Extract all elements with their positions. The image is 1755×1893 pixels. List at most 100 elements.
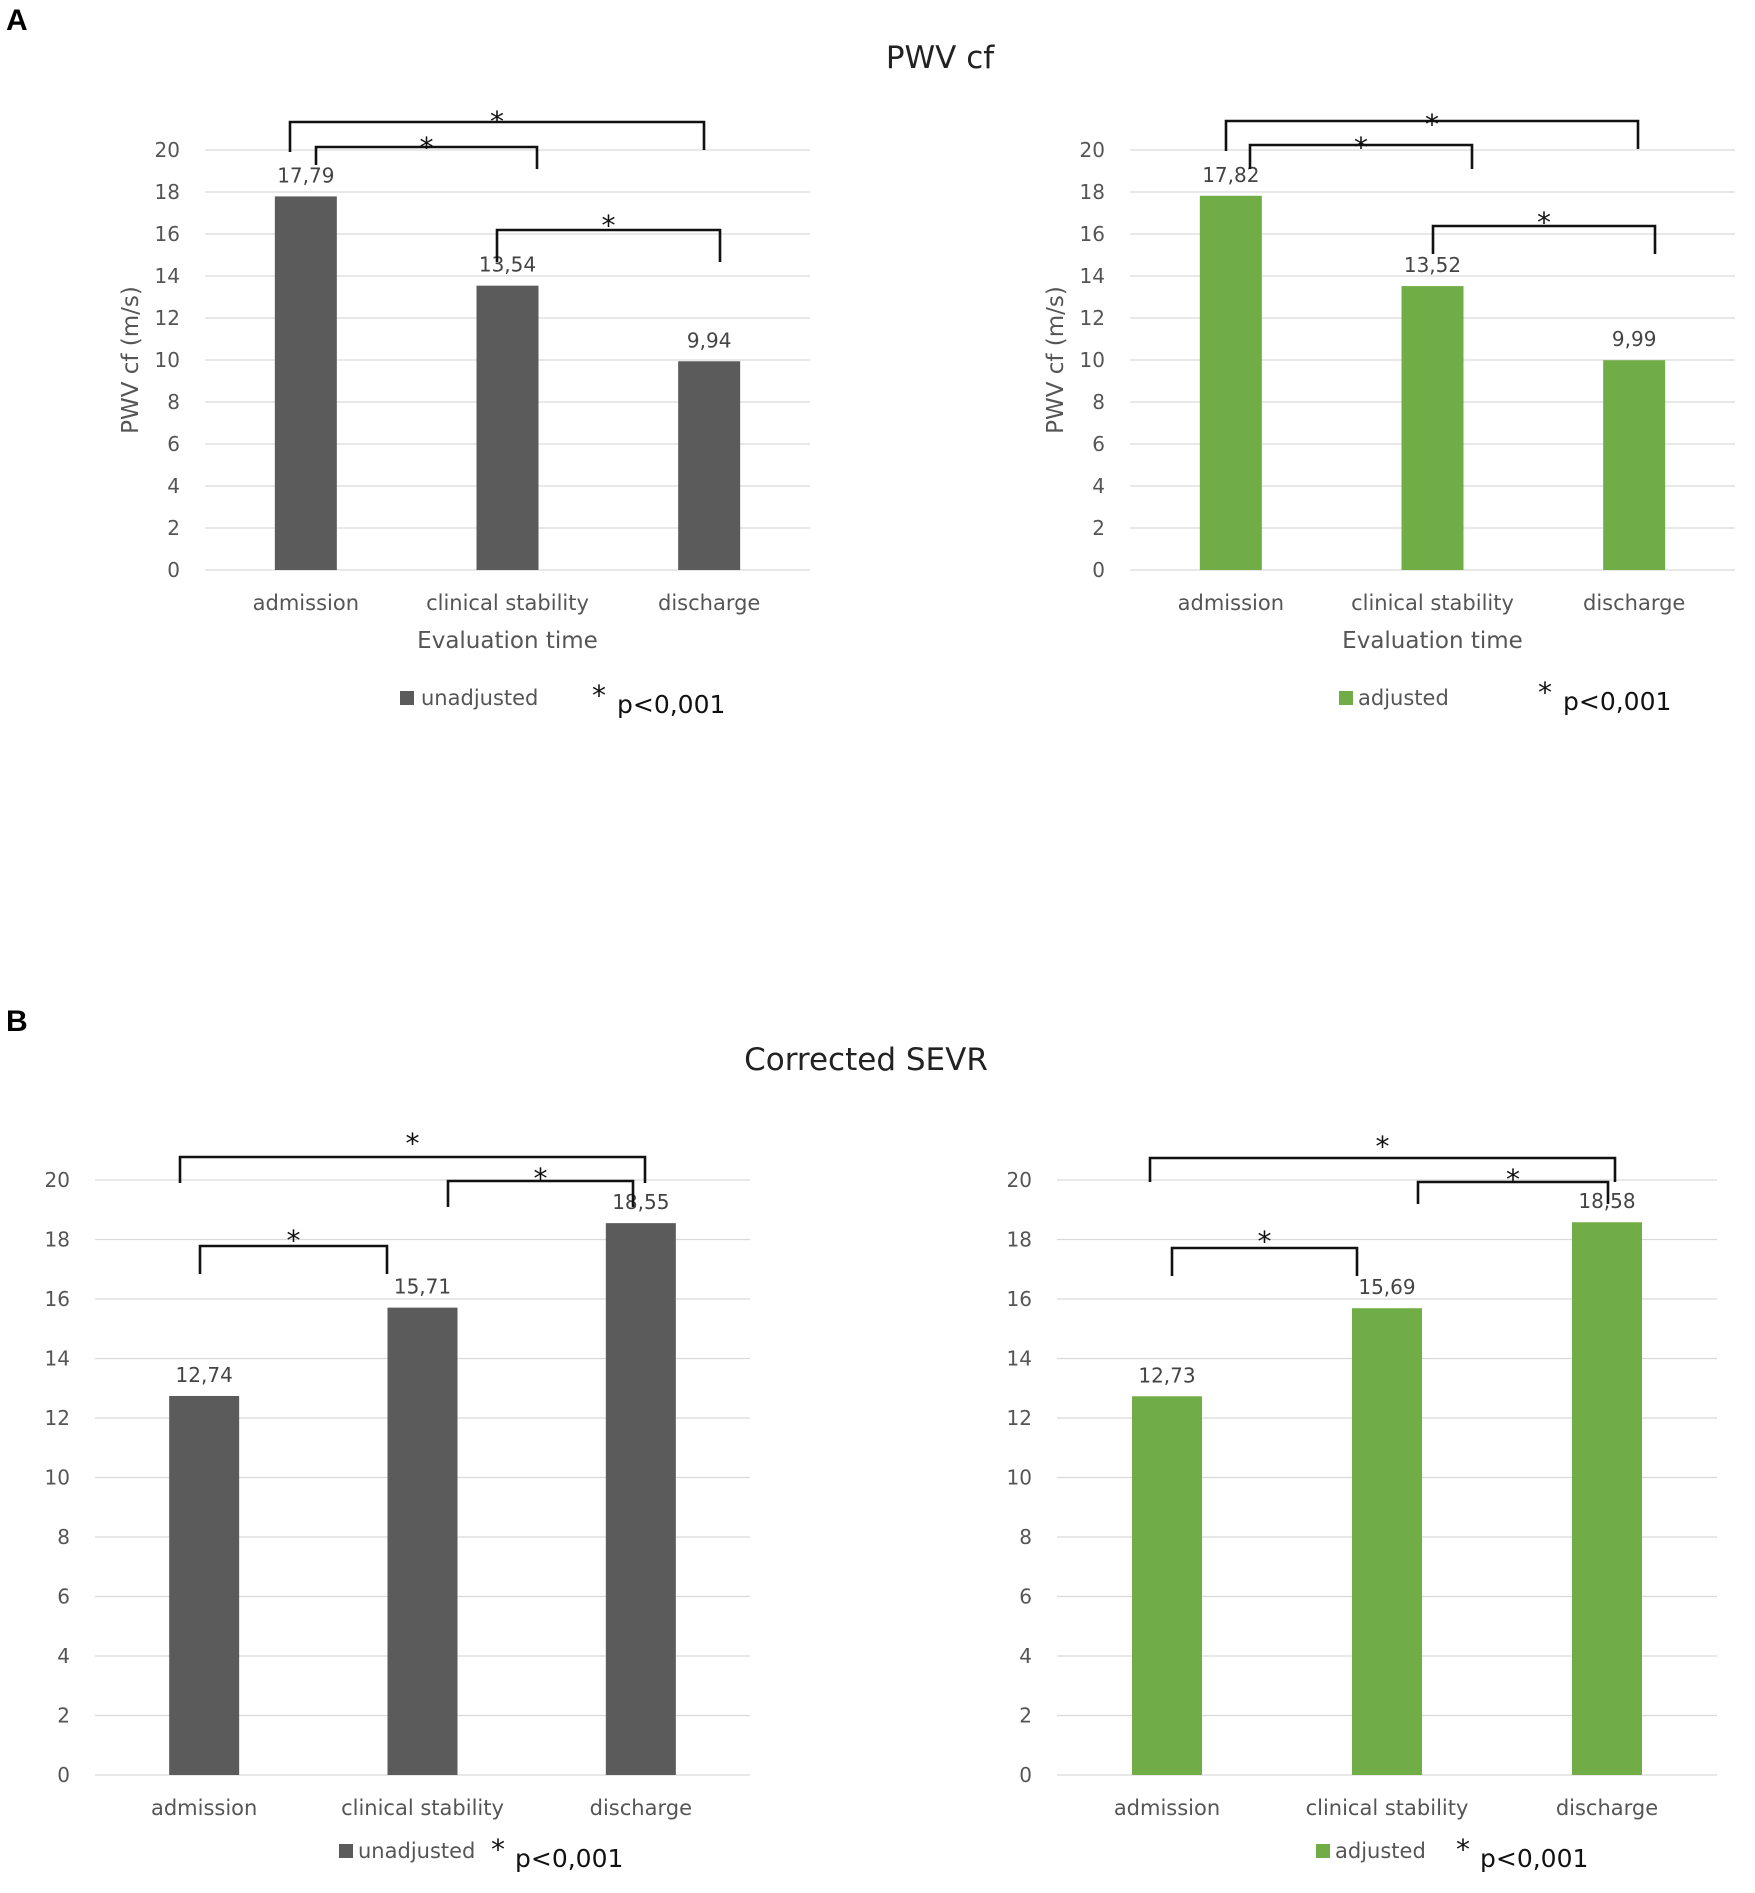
chart-3-legend-swatch [339, 1844, 353, 1858]
chart-4-y-tick-label: 18 [1007, 1228, 1032, 1252]
chart-3-significance-star-1: * [406, 1127, 420, 1160]
chart-1-category-label-3: discharge [658, 591, 760, 615]
chart-2-significance-bracket-1 [1224, 119, 1640, 151]
chart-1-y-tick-label: 6 [167, 432, 180, 456]
chart-1-legend-star: * [592, 679, 606, 712]
chart-4-y-tick-label: 10 [1007, 1466, 1032, 1490]
chart-2-significance-bracket-3 [1431, 224, 1657, 254]
chart-1-significance-bracket-2 [314, 145, 539, 169]
chart-3-y-tick-label: 14 [45, 1347, 70, 1371]
chart-2-legend-label: adjusted [1358, 686, 1449, 710]
panel-title-a: PWV cf [886, 40, 995, 76]
chart-1-y-tick-label: 14 [155, 264, 180, 288]
chart-4-bar-1 [1132, 1396, 1202, 1775]
chart-2-y-tick-label: 0 [1092, 558, 1105, 582]
chart-4-data-label-2: 15,69 [1358, 1275, 1415, 1299]
chart-3-category-label-1: admission [151, 1796, 257, 1820]
chart-3-significance-star-2: * [534, 1162, 548, 1195]
chart-2-significance-star-3: * [1537, 206, 1551, 239]
chart-1-legend-swatch [400, 691, 414, 705]
chart-4-legend-swatch [1316, 1844, 1330, 1858]
chart-4-bar-3 [1572, 1222, 1642, 1775]
chart-3-y-tick-label: 4 [57, 1644, 70, 1668]
chart-2-bar-2 [1401, 286, 1464, 570]
chart-2-data-label-3: 9,99 [1612, 327, 1657, 351]
chart-2-data-label-2: 13,52 [1404, 253, 1461, 277]
chart-2-y-axis-title: PWV cf (m/s) [1043, 286, 1069, 434]
charts-layer: 0246810121416182017,79admission13,54clin… [45, 105, 1735, 1873]
chart-1-x-axis-title: Evaluation time [417, 628, 598, 654]
chart-4-significance-bracket-3 [1170, 1246, 1359, 1276]
chart-2-legend-star: * [1538, 676, 1552, 709]
chart-4-y-tick-label: 6 [1019, 1585, 1032, 1609]
chart-1-y-tick-label: 20 [155, 138, 180, 162]
chart-4-y-tick-label: 2 [1019, 1704, 1032, 1728]
chart-4-y-tick-label: 14 [1007, 1347, 1032, 1371]
chart-2-y-tick-label: 8 [1092, 390, 1105, 414]
chart-1-y-tick-label: 2 [167, 516, 180, 540]
chart-2-y-tick-label: 16 [1080, 222, 1105, 246]
chart-1-y-tick-label: 16 [155, 222, 180, 246]
chart-2-bar-3 [1603, 360, 1666, 570]
chart-2-bar-1 [1199, 195, 1262, 570]
chart-2-y-tick-label: 10 [1080, 348, 1105, 372]
chart-2-legend-swatch [1339, 691, 1353, 705]
chart-1-significance-star-2: * [420, 131, 434, 164]
chart-1-y-tick-label: 0 [167, 558, 180, 582]
chart-1-y-tick-label: 10 [155, 348, 180, 372]
chart-3-y-tick-label: 10 [45, 1466, 70, 1490]
chart-2-y-tick-label: 12 [1080, 306, 1105, 330]
chart-3-data-label-3: 18,55 [612, 1190, 669, 1214]
chart-3-data-label-2: 15,71 [394, 1275, 451, 1299]
chart-3-significance-star-3: * [287, 1224, 301, 1257]
chart-3-bar-3 [605, 1223, 676, 1775]
chart-2-category-label-1: admission [1178, 591, 1284, 615]
chart-1-category-label-1: admission [253, 591, 359, 615]
panel-letter-a: A [6, 4, 28, 37]
panel-title-b: Corrected SEVR [744, 1042, 988, 1078]
chart-2-y-tick-label: 2 [1092, 516, 1105, 540]
chart-1-significance-star-3: * [602, 209, 616, 242]
chart-1-significance-star-1: * [490, 105, 504, 138]
chart-2-y-tick-label: 18 [1080, 180, 1105, 204]
chart-3-significance-bracket-1 [178, 1155, 647, 1183]
chart-1-data-label-3: 9,94 [687, 328, 732, 352]
chart-4-y-tick-label: 8 [1019, 1525, 1032, 1549]
chart-3-significance-note: p<0,001 [515, 1844, 623, 1873]
chart-3-y-tick-label: 18 [45, 1228, 70, 1252]
chart-4-significance-star-2: * [1506, 1163, 1520, 1196]
chart-1-bar-1 [274, 196, 337, 570]
chart-2-y-tick-label: 20 [1080, 138, 1105, 162]
chart-3-y-tick-label: 6 [57, 1585, 70, 1609]
chart-3-category-label-3: discharge [590, 1796, 692, 1820]
chart-4-y-tick-label: 12 [1007, 1406, 1032, 1430]
chart-3-significance-bracket-2 [446, 1179, 635, 1207]
chart-2-y-tick-label: 6 [1092, 432, 1105, 456]
chart-4-bar-2 [1352, 1308, 1422, 1775]
chart-4-legend-star: * [1456, 1833, 1470, 1866]
chart-3-category-label-2: clinical stability [341, 1796, 504, 1820]
chart-3-significance-bracket-3 [198, 1244, 389, 1274]
chart-3-y-tick-label: 20 [45, 1168, 70, 1192]
chart-2-significance-star-2: * [1354, 131, 1368, 164]
chart-3-legend-label: unadjusted [358, 1839, 475, 1863]
chart-1-data-label-2: 13,54 [479, 253, 536, 277]
chart-1-bar-2 [476, 285, 539, 570]
chart-3-bar-2 [387, 1307, 458, 1775]
chart-1-significance-bracket-3 [495, 228, 722, 262]
chart-1-legend-label: unadjusted [421, 686, 538, 710]
chart-1-y-tick-label: 4 [167, 474, 180, 498]
chart-2-y-tick-label: 4 [1092, 474, 1105, 498]
panel-letter-b: B [6, 1005, 28, 1038]
chart-4-data-label-1: 12,73 [1138, 1363, 1195, 1387]
chart-4-y-tick-label: 20 [1007, 1168, 1032, 1192]
chart-4-y-tick-label: 4 [1019, 1644, 1032, 1668]
chart-2-y-tick-label: 14 [1080, 264, 1105, 288]
chart-3-legend-star: * [491, 1833, 505, 1866]
chart-1-category-label-2: clinical stability [426, 591, 589, 615]
chart-2-significance-note: p<0,001 [1563, 687, 1671, 716]
chart-2-significance-bracket-2 [1248, 143, 1474, 169]
chart-4-significance-star-1: * [1376, 1130, 1390, 1163]
chart-4-y-tick-label: 16 [1007, 1287, 1032, 1311]
